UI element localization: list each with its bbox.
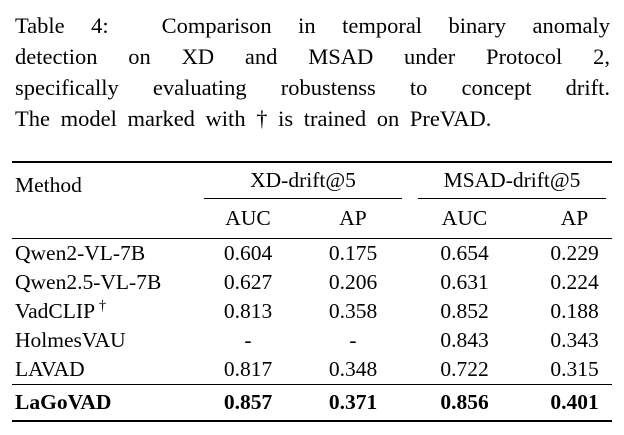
- value-cell: 0.852: [440, 299, 489, 323]
- value-cell: 0.843: [440, 328, 489, 352]
- method-name: Qwen2.5-VL-7B: [15, 270, 162, 295]
- value-cell: 0.224: [550, 270, 599, 294]
- caption-line-2: detection on XD and MSAD under Protocol …: [15, 44, 610, 69]
- group-header-msad-label: MSAD-drift@5: [443, 168, 581, 192]
- subheader-xd-auc: AUC: [192, 199, 304, 239]
- subheader-row: AUC AP AUC AP: [12, 199, 613, 239]
- method-cell: Qwen2-VL-7B: [12, 239, 192, 269]
- group-header-row: Method XD-drift@5 MSAD-drift@5: [12, 162, 612, 239]
- highlight-row: LaGoVAD 0.857 0.371 0.856 0.401: [12, 384, 613, 421]
- caption-line-1: Table 4: Comparison in temporal binary a…: [15, 13, 610, 38]
- caption-line-3: specifically evaluating robustenss to co…: [15, 75, 610, 100]
- value-cell: 0.722: [440, 357, 489, 381]
- value-cell: 0.857: [192, 384, 304, 421]
- subheader-msad-ap: AP: [517, 199, 613, 239]
- value-cell: 0.401: [517, 384, 613, 421]
- value-cell: 0.856: [402, 384, 517, 421]
- value-cell: -: [244, 328, 252, 352]
- column-header-method: Method: [12, 162, 192, 239]
- value-cell: 0.188: [550, 299, 599, 323]
- method-cell: LaGoVAD: [12, 384, 192, 421]
- table-row: Qwen2.5-VL-7B 0.627 0.206 0.631 0.224: [12, 268, 612, 297]
- group-header-msad-drift: MSAD-drift@5: [402, 162, 612, 199]
- value-cell: 0.654: [440, 241, 489, 265]
- value-cell: 0.358: [328, 299, 378, 323]
- method-name: HolmesVAU: [15, 328, 126, 353]
- method-name: LaGoVAD: [15, 390, 112, 415]
- value-cell: 0.175: [328, 241, 378, 265]
- value-cell: 0.604: [223, 241, 273, 265]
- method-cell: VadCLIP †: [12, 297, 192, 326]
- table-row: VadCLIP † 0.813 0.358 0.852 0.188: [12, 297, 612, 326]
- table-caption: Table 4: Comparison in temporal binary a…: [15, 10, 610, 134]
- value-cell: 0.229: [550, 241, 599, 265]
- value-cell: -: [349, 328, 357, 352]
- subheader-xd-ap: AP: [304, 199, 402, 239]
- results-table: Method XD-drift@5 MSAD-drift@5 AUC AP AU…: [12, 161, 613, 422]
- method-name: VadCLIP: [15, 299, 96, 324]
- value-cell: 0.315: [550, 357, 599, 381]
- value-cell: 0.627: [223, 270, 273, 294]
- group-header-xd-label: XD-drift@5: [250, 168, 356, 192]
- caption-line-4: The model marked with † is trained on Pr…: [15, 106, 492, 131]
- table-row: Qwen2-VL-7B 0.604 0.175 0.654 0.229: [12, 239, 612, 269]
- value-cell: 0.206: [328, 270, 378, 294]
- method-cell: LAVAD: [12, 355, 192, 385]
- paper-page: Table 4: Comparison in temporal binary a…: [0, 10, 624, 435]
- table-row: HolmesVAU - - 0.843 0.343: [12, 326, 612, 355]
- value-cell: 0.348: [328, 357, 378, 381]
- method-cell: Qwen2.5-VL-7B: [12, 268, 192, 297]
- value-cell: 0.813: [223, 299, 273, 323]
- method-name: Qwen2-VL-7B: [15, 241, 146, 266]
- subheader-msad-auc: AUC: [402, 199, 517, 239]
- table-row: LAVAD 0.817 0.348 0.722 0.315: [12, 355, 612, 385]
- value-cell: 0.343: [550, 328, 599, 352]
- dagger-mark: †: [99, 298, 107, 315]
- value-cell: 0.817: [223, 357, 273, 381]
- value-cell: 0.631: [440, 270, 489, 294]
- method-name: LAVAD: [15, 357, 85, 382]
- method-cell: HolmesVAU: [12, 326, 192, 355]
- group-header-xd-drift: XD-drift@5: [192, 162, 402, 199]
- value-cell: 0.371: [304, 384, 402, 421]
